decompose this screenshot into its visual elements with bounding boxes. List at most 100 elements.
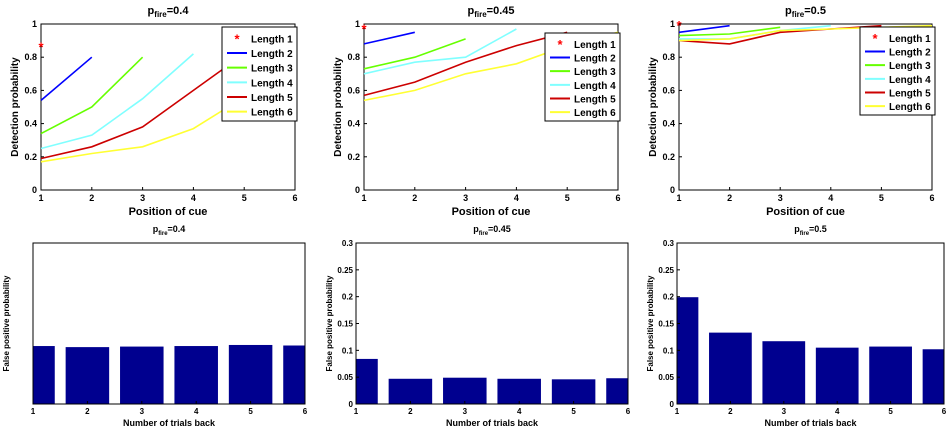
legend-label: Length 3	[889, 61, 931, 72]
y-tick-label: 0	[355, 185, 360, 195]
bar-3	[443, 377, 487, 404]
y-tick-label: 0.2	[662, 152, 675, 162]
legend-label: Length 2	[574, 54, 616, 65]
x-tick-label: 3	[140, 193, 145, 203]
legend-label: Length 5	[574, 95, 616, 106]
x-axis-label: Number of trials back	[446, 418, 539, 428]
bar-6	[922, 349, 944, 404]
bar-chart-panel-5: 1 2 3 4 5 6 0 0.05 0.1 0.15 0.2 0.25 0.3 Number of tr…	[325, 239, 631, 428]
series-line-length-4	[363, 28, 517, 75]
legend-label: Length 4	[889, 75, 931, 86]
bar-1	[356, 358, 378, 404]
legend-label: Length 6	[251, 108, 293, 119]
data-point-length-1: *	[361, 21, 367, 36]
chart-title: pfire=0.5	[785, 5, 826, 19]
y-tick-label: 0	[349, 400, 354, 409]
series-line-length-3	[678, 26, 781, 37]
y-tick-label: 0.2	[342, 293, 354, 302]
y-tick-label: 0.6	[347, 85, 360, 95]
x-tick-label: 1	[676, 193, 681, 203]
y-tick-label: 0.05	[658, 373, 674, 382]
x-tick-label: 3	[782, 407, 787, 416]
y-tick-label: 0.6	[662, 85, 675, 95]
legend-label: Length 6	[889, 102, 931, 113]
x-tick-label: 4	[835, 407, 840, 416]
y-axis-label: Detection probability	[10, 57, 21, 157]
y-tick-label: 0.1	[342, 346, 354, 355]
series-line-length-3	[363, 38, 466, 70]
legend: * Length 1 Length 2 Length 3 Length 4 Length …	[544, 32, 621, 122]
y-tick-label: 0.1	[663, 346, 675, 355]
bar-3	[120, 346, 164, 404]
bar-chart-panel-4: 1 2 3 4 5 6 Number of trials back False positiv…	[2, 242, 308, 428]
bars	[33, 344, 305, 404]
x-tick-label: 6	[626, 407, 631, 416]
legend: * Length 1 Length 2 Length 3 Length 4 Length …	[221, 26, 298, 122]
bars	[356, 358, 628, 404]
x-tick-label: 4	[191, 193, 196, 203]
x-axis-label: Position of cue	[129, 206, 208, 218]
legend-box	[544, 32, 621, 122]
series-line-length-4	[40, 53, 194, 150]
x-tick-label: 6	[929, 193, 934, 203]
series-line-length-2	[40, 56, 93, 102]
x-tick-label: 6	[615, 193, 620, 203]
legend-label: Length 1	[889, 34, 931, 45]
legend-label: Length 5	[889, 89, 931, 100]
y-tick-label: 0.2	[663, 293, 675, 302]
x-tick-label: 1	[361, 193, 366, 203]
y-tick-label: 0.2	[347, 152, 360, 162]
line-chart-panel-1: * 1 2 3 4 5 6 0 0.2 0.4 0.6 0.8 1 Position of cue Dete…	[10, 19, 298, 218]
bar-6	[606, 378, 628, 404]
legend-marker: *	[557, 37, 563, 52]
chart-title: pfire=0.4	[148, 5, 190, 19]
legend-label: Length 1	[251, 34, 293, 45]
series-line-length-2	[678, 24, 730, 34]
x-tick-label: 5	[571, 407, 576, 416]
x-tick-label: 2	[408, 407, 413, 416]
legend-marker: *	[234, 31, 240, 46]
series-line-length-5	[40, 53, 245, 160]
y-tick-label: 0.25	[658, 266, 674, 275]
x-axis-label: Number of trials back	[764, 418, 857, 428]
bar-2	[65, 347, 110, 404]
bar-3	[762, 341, 806, 404]
x-tick-label: 2	[412, 193, 417, 203]
x-tick-label: 2	[85, 407, 90, 416]
y-axis-label: False positive probability	[646, 275, 655, 372]
x-tick-label: 1	[31, 407, 36, 416]
legend-marker: *	[872, 31, 878, 46]
x-axis-label: Position of cue	[452, 206, 531, 218]
x-tick-label: 5	[248, 407, 253, 416]
bar-4	[497, 378, 541, 404]
x-tick-label: 3	[778, 193, 783, 203]
chart-title: pfire=0.45	[473, 224, 511, 237]
y-tick-label: 0	[670, 185, 675, 195]
y-tick-label: 0.6	[24, 85, 37, 95]
bar-1	[677, 297, 699, 404]
legend-box	[221, 26, 298, 122]
x-tick-label: 3	[463, 407, 468, 416]
chart-title: pfire=0.4	[153, 224, 186, 237]
series-line-length-5	[363, 31, 568, 97]
y-tick-label: 0.8	[347, 52, 360, 62]
data-point-length-1: *	[38, 40, 44, 55]
x-tick-label: 3	[140, 407, 145, 416]
x-tick-label: 5	[242, 193, 247, 203]
x-axis-label: Position of cue	[766, 206, 845, 218]
x-tick-label: 5	[888, 407, 893, 416]
series-line-length-3	[40, 56, 144, 135]
bar-4	[174, 346, 218, 404]
bar-1	[33, 346, 55, 404]
y-tick-label: 0.15	[337, 320, 353, 329]
x-tick-label: 2	[727, 193, 732, 203]
y-tick-label: 1	[32, 19, 37, 29]
x-tick-label: 5	[879, 193, 884, 203]
y-tick-label: 0	[32, 185, 37, 195]
x-tick-label: 4	[517, 407, 522, 416]
x-tick-label: 3	[463, 193, 468, 203]
legend-label: Length 3	[251, 64, 293, 75]
